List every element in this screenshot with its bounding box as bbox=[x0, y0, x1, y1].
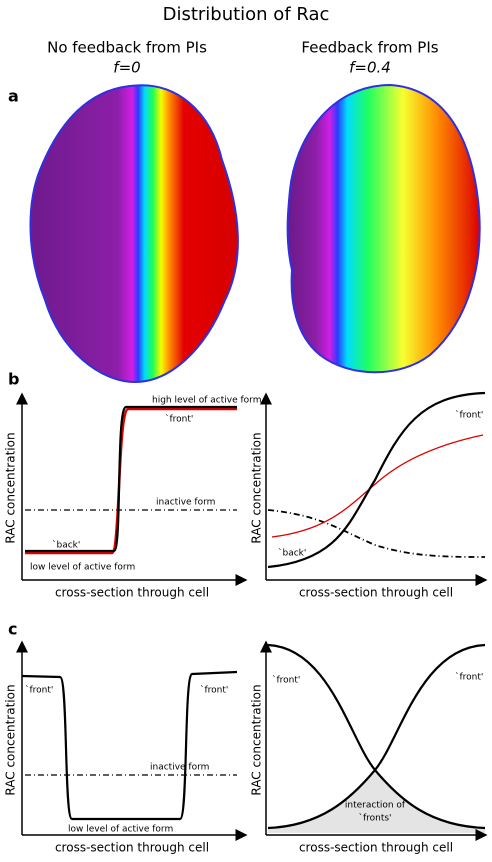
curve bbox=[25, 405, 237, 553]
curve bbox=[267, 643, 486, 830]
y-axis-label: RAC concentration bbox=[4, 684, 18, 795]
panel-label: b bbox=[8, 370, 19, 389]
x-axis-label: cross-section through cell bbox=[55, 586, 209, 600]
y-axis-label: RAC concentration bbox=[250, 684, 264, 795]
annotation: inactive form bbox=[156, 498, 215, 508]
annotation: `front' bbox=[455, 410, 483, 421]
y-axis-label: RAC concentration bbox=[4, 432, 18, 543]
annotation: `front' bbox=[272, 675, 300, 686]
inactive-form-curve bbox=[267, 509, 486, 558]
x-axis-label: cross-section through cell bbox=[299, 841, 453, 855]
column-heading: Feedback from PIs bbox=[301, 39, 438, 57]
annotation: `fronts' bbox=[358, 813, 391, 824]
curve bbox=[267, 391, 486, 569]
annotation: interaction of bbox=[345, 801, 406, 811]
x-axis-label: cross-section through cell bbox=[299, 586, 453, 600]
column-heading: No feedback from PIs bbox=[47, 39, 207, 57]
column-parameter: f=0 bbox=[113, 59, 140, 77]
y-axis-label: RAC concentration bbox=[250, 432, 264, 543]
annotation: inactive form bbox=[150, 763, 209, 773]
cell-simulation bbox=[286, 83, 481, 374]
curve bbox=[25, 407, 237, 555]
annotation: `front' bbox=[455, 672, 483, 683]
annotation: `back' bbox=[52, 540, 80, 551]
cell-simulation bbox=[29, 84, 239, 384]
curve bbox=[21, 670, 238, 821]
curve bbox=[271, 434, 484, 538]
annotation: low level of active form bbox=[30, 563, 135, 573]
column-parameter: f=0.4 bbox=[349, 59, 391, 77]
annotation: `front' bbox=[25, 685, 53, 696]
annotation: `front' bbox=[165, 414, 193, 425]
annotation: low level of active form bbox=[68, 825, 173, 835]
panel-label: c bbox=[8, 620, 17, 639]
annotation: `back' bbox=[278, 548, 306, 559]
x-axis-label: cross-section through cell bbox=[55, 841, 209, 855]
annotation: high level of active form bbox=[152, 396, 261, 406]
figure-title: Distribution of Rac bbox=[163, 4, 330, 25]
annotation: `front' bbox=[200, 685, 228, 696]
panel-label: a bbox=[8, 87, 19, 106]
interaction-area bbox=[268, 770, 485, 833]
